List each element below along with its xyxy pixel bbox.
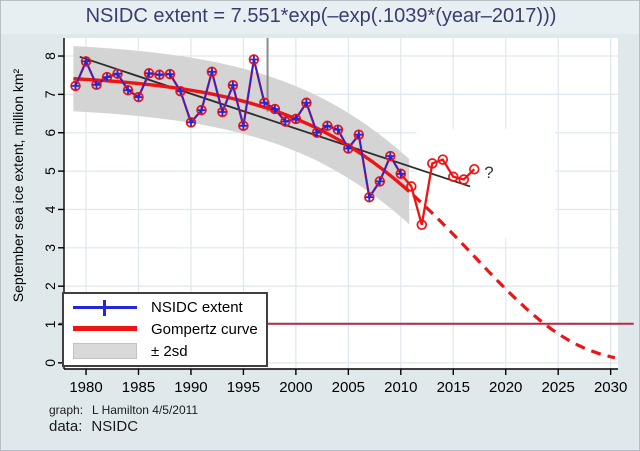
svg-text:2010: 2010 bbox=[384, 379, 417, 396]
caption-graph-value: L Hamilton 4/5/2011 bbox=[92, 403, 199, 417]
svg-text:2: 2 bbox=[42, 282, 58, 290]
caption-data-value: NSIDC bbox=[91, 418, 139, 435]
legend-item-2sd: ± 2sd bbox=[73, 341, 266, 362]
svg-text:8: 8 bbox=[42, 52, 58, 60]
title-strip bbox=[1, 1, 639, 34]
caption-data-label: data: bbox=[49, 418, 83, 435]
erased-region-patch bbox=[416, 128, 556, 239]
svg-text:2030: 2030 bbox=[594, 379, 627, 396]
legend-label: ± 2sd bbox=[151, 342, 188, 360]
svg-text:1995: 1995 bbox=[227, 379, 260, 396]
chart-title: NSIDC extent = 7.551*exp(–exp(.1039*(yea… bbox=[85, 5, 557, 27]
svg-text:2005: 2005 bbox=[332, 379, 365, 396]
legend-item-gompertz: Gompertz curve bbox=[73, 319, 266, 340]
blue-line-plus-icon bbox=[73, 299, 137, 317]
observed-line-blue bbox=[74, 59, 402, 200]
trend-line bbox=[79, 55, 471, 188]
svg-text:1990: 1990 bbox=[174, 379, 207, 396]
caption-data: data: NSIDC bbox=[49, 418, 138, 435]
gompertz-dashed bbox=[412, 194, 616, 360]
legend-item-nsidc-extent: NSIDC extent bbox=[73, 297, 266, 318]
svg-text:2000: 2000 bbox=[279, 379, 312, 396]
svg-text:1985: 1985 bbox=[122, 379, 155, 396]
legend: NSIDC extent Gompertz curve ± 2sd bbox=[62, 292, 268, 367]
svg-text:2025: 2025 bbox=[542, 379, 575, 396]
gray-band-icon bbox=[73, 342, 137, 360]
svg-text:5: 5 bbox=[42, 167, 58, 175]
question-mark-annotation: ? bbox=[484, 163, 493, 182]
caption-graph: graph: L Hamilton 4/5/2011 bbox=[49, 403, 198, 417]
legend-label: NSIDC extent bbox=[151, 299, 243, 317]
svg-text:3: 3 bbox=[42, 244, 58, 252]
svg-text:2020: 2020 bbox=[489, 379, 522, 396]
svg-text:1980: 1980 bbox=[69, 379, 102, 396]
svg-text:1: 1 bbox=[42, 320, 58, 328]
svg-text:0: 0 bbox=[42, 359, 58, 367]
red-line-icon bbox=[73, 320, 137, 338]
svg-text:6: 6 bbox=[42, 129, 58, 137]
svg-text:7: 7 bbox=[42, 90, 58, 98]
tick-labels: 1980 1985 1990 1995 2000 2005 2010 2015 2020 2025… bbox=[42, 52, 627, 396]
y-axis-title: September sea ice extent, million km² bbox=[10, 68, 26, 302]
band-2sd bbox=[73, 46, 410, 225]
svg-text:2015: 2015 bbox=[437, 379, 470, 396]
data-point-circles bbox=[70, 54, 480, 231]
data-point-plus-markers bbox=[71, 55, 405, 202]
caption-graph-label: graph: bbox=[49, 403, 84, 417]
legend-label: Gompertz curve bbox=[151, 320, 258, 338]
svg-text:4: 4 bbox=[42, 205, 58, 213]
